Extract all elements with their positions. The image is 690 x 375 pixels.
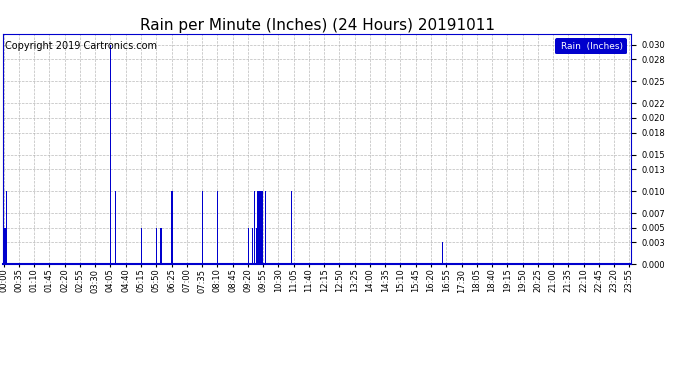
- Legend: Rain  (Inches): Rain (Inches): [555, 38, 627, 54]
- Text: Copyright 2019 Cartronics.com: Copyright 2019 Cartronics.com: [5, 40, 157, 51]
- Title: Rain per Minute (Inches) (24 Hours) 20191011: Rain per Minute (Inches) (24 Hours) 2019…: [140, 18, 495, 33]
